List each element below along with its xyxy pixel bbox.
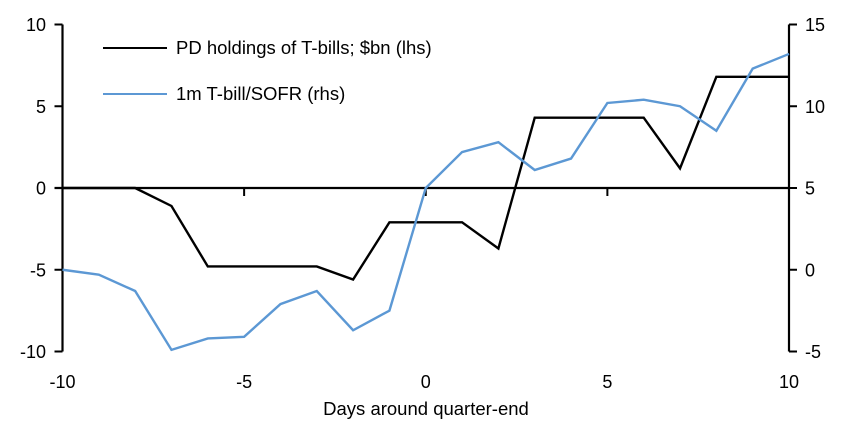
tbill-sofr-line: [62, 52, 790, 352]
left-axis-tick-label: 10: [26, 15, 46, 35]
right-axis-tick-label: -5: [805, 342, 821, 362]
legend-label-sofr: 1m T-bill/SOFR (rhs): [176, 83, 346, 104]
x-axis-tick-label: 10: [779, 372, 799, 392]
left-axis-tick-label: -5: [30, 260, 46, 280]
legend: PD holdings of T-bills; $bn (lhs) 1m T-b…: [103, 37, 432, 130]
legend-label-pd: PD holdings of T-bills; $bn (lhs): [176, 37, 432, 58]
left-axis-tick-label: 5: [36, 97, 46, 117]
left-axis-tick-label: -10: [20, 342, 46, 362]
x-axis-tick-label: 5: [602, 372, 612, 392]
right-axis-tick-label: 10: [805, 97, 825, 117]
legend-line-swatch-sofr: [103, 92, 167, 96]
legend-line-swatch-pd: [103, 46, 167, 50]
legend-item-tbill-sofr: 1m T-bill/SOFR (rhs): [103, 83, 432, 104]
pd-holdings-line: [62, 75, 789, 282]
x-axis-tick-label: -5: [236, 372, 252, 392]
x-axis-tick-label: -10: [49, 372, 75, 392]
right-axis-tick-label: 15: [805, 15, 825, 35]
right-axis-tick-label: 0: [805, 260, 815, 280]
left-axis-tick-label: 0: [36, 179, 46, 199]
x-axis-tick-label: 0: [421, 372, 431, 392]
legend-item-pd-holdings: PD holdings of T-bills; $bn (lhs): [103, 37, 432, 58]
right-axis-tick-label: 5: [805, 179, 815, 199]
x-axis-title: Days around quarter-end: [323, 398, 529, 419]
